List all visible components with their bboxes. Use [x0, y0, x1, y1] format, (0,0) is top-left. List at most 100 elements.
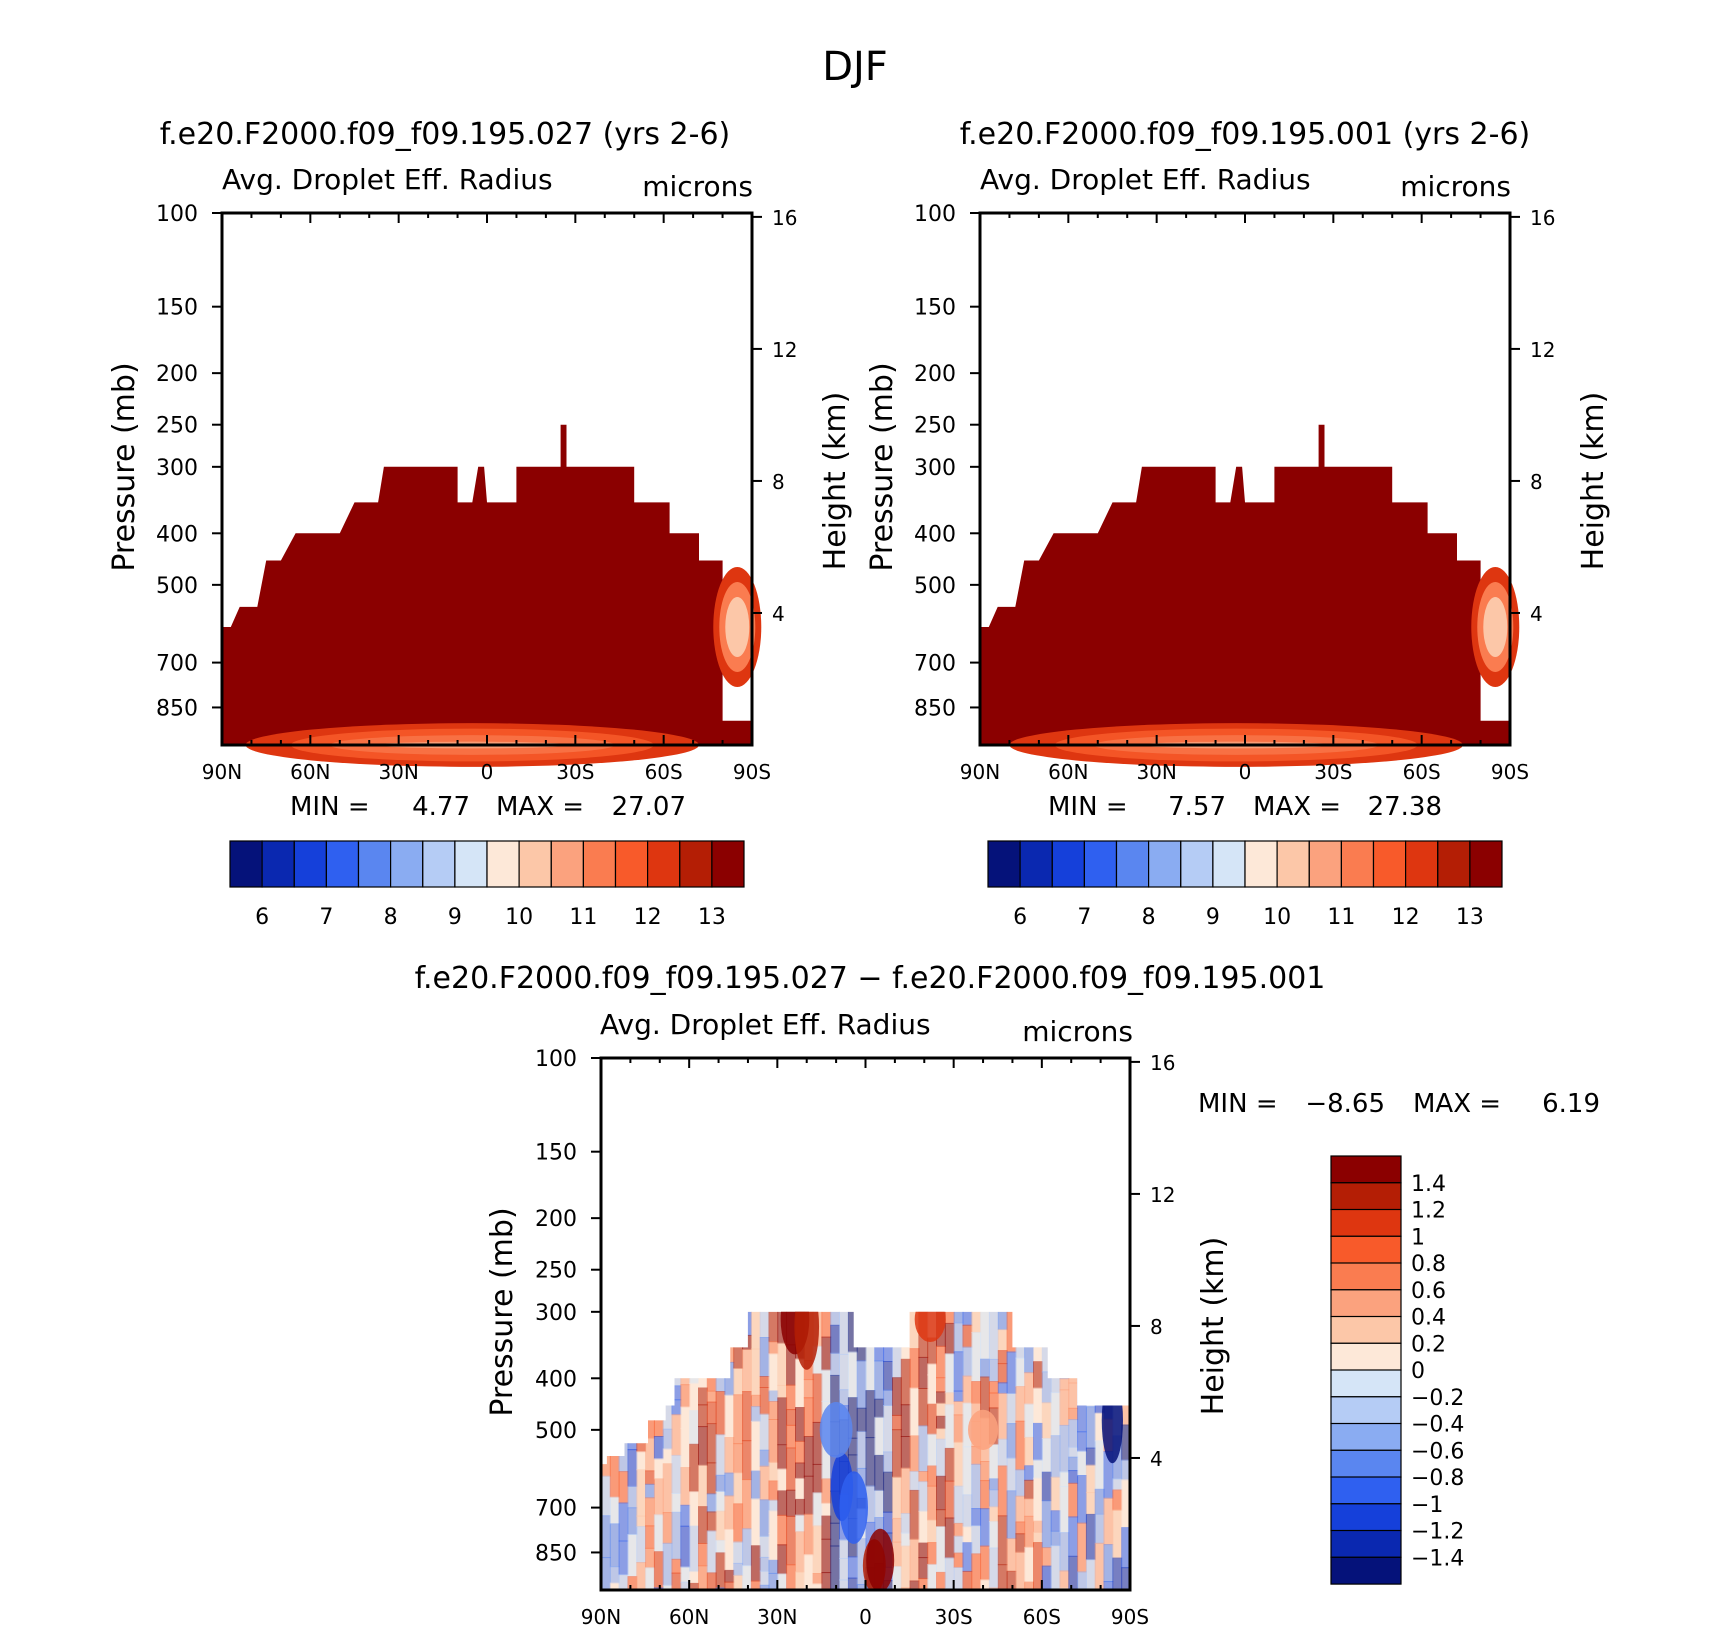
contour-cell	[1077, 1431, 1087, 1452]
contour-cell	[1033, 1542, 1043, 1590]
pressure-tick-label: 200	[914, 362, 956, 387]
contour-cell	[1068, 1382, 1079, 1409]
pressure-tick-label: 700	[535, 1497, 577, 1522]
contour-cell	[609, 1330, 620, 1377]
contour-cell	[1059, 1532, 1070, 1572]
contour-cell	[900, 1587, 911, 1590]
contour-cell	[627, 1311, 638, 1351]
contour-cell	[627, 1375, 638, 1403]
contour-cell	[680, 1504, 691, 1527]
contour-cell	[1112, 1478, 1123, 1491]
contour-cell	[892, 1311, 902, 1332]
contour-cell	[653, 1551, 664, 1589]
contour-cell	[839, 1579, 849, 1590]
contour-cell	[662, 1448, 673, 1465]
contour-cell	[1094, 1542, 1105, 1590]
panel-case-001: f.e20.F2000.f09_f09.195.001 (yrs 2-6) Av…	[865, 117, 1611, 930]
latitude-tick-label: 60S	[1403, 760, 1441, 784]
contour-cell	[733, 1443, 744, 1474]
contour-cell	[980, 1508, 990, 1547]
contour-cell	[768, 1559, 779, 1574]
colorbar-label: 1.2	[1411, 1199, 1446, 1224]
contour-cell	[839, 1353, 849, 1391]
contour-cell	[1068, 1456, 1079, 1472]
contour-cell	[742, 1479, 752, 1530]
contour-cell	[918, 1578, 929, 1590]
contour-cell	[936, 1428, 946, 1440]
contour-cell	[768, 1353, 779, 1392]
contour-cell	[944, 1311, 955, 1324]
contour-cell	[980, 1480, 990, 1510]
contour-cell	[645, 1525, 655, 1549]
contour-cell	[883, 1361, 893, 1391]
contour-cell	[1033, 1387, 1043, 1424]
contour-cell	[777, 1544, 788, 1575]
contour-cell	[750, 1406, 761, 1422]
contour-cell	[715, 1539, 726, 1554]
colorbar-swatch	[1404, 840, 1439, 888]
contour-cell	[609, 1428, 620, 1451]
contour-cell	[777, 1468, 788, 1492]
colorbar-swatch	[711, 840, 745, 888]
contour-cell	[953, 1322, 964, 1353]
contour-cell	[821, 1502, 832, 1517]
height-tick-label: 16	[1530, 206, 1555, 230]
contour-cell	[706, 1462, 717, 1495]
contour-cell	[803, 1436, 814, 1477]
contour-cell	[1068, 1482, 1079, 1518]
contour-cell	[953, 1552, 964, 1568]
contour-cell	[618, 1360, 629, 1402]
contour-cell	[1024, 1311, 1034, 1326]
contour-cell	[821, 1336, 832, 1371]
latitude-tick-label: 30S	[935, 1605, 973, 1629]
contour-cell	[918, 1425, 929, 1472]
contour-cell	[1068, 1348, 1079, 1364]
height-tick-label: 16	[772, 206, 797, 230]
contour-cell	[909, 1387, 920, 1437]
contour-cell	[821, 1538, 832, 1574]
contour-cell	[1033, 1459, 1043, 1479]
colorbar-swatch	[357, 840, 392, 888]
latitude-tick-label: 30N	[378, 760, 418, 784]
contour-cell	[724, 1495, 735, 1530]
pressure-tick-label: 300	[156, 456, 198, 481]
contour-cell	[1103, 1581, 1114, 1590]
contour-cell	[1059, 1330, 1070, 1380]
contour-cell	[900, 1311, 911, 1360]
contour-cell	[1094, 1412, 1105, 1442]
contour-cell	[645, 1437, 655, 1472]
height-tick-label: 8	[772, 470, 785, 494]
contour-cell	[997, 1515, 1008, 1566]
contour-cell	[759, 1556, 770, 1572]
contour-cell	[1050, 1510, 1061, 1532]
contour-cell	[1068, 1311, 1079, 1350]
contour-cell	[1085, 1406, 1096, 1449]
pressure-tick-label: 500	[535, 1419, 577, 1444]
contour-cell	[830, 1352, 840, 1376]
contour-cell	[1006, 1311, 1017, 1353]
contour-cell	[1059, 1587, 1070, 1590]
contour-cell	[795, 1358, 805, 1408]
height-tick-label: 16	[1150, 1051, 1175, 1075]
min-label: MIN =	[290, 792, 370, 822]
height-tick-label: 4	[1150, 1447, 1163, 1471]
colorbar: 6 7 8 9 10 11 12 13	[229, 840, 745, 930]
contour-cell	[909, 1489, 920, 1540]
contour-cell	[1033, 1361, 1043, 1389]
contour-cell	[1121, 1567, 1130, 1590]
contour-cell	[795, 1514, 805, 1533]
contour-cell	[1033, 1311, 1043, 1326]
contour-cell	[839, 1389, 849, 1407]
contour-cell	[733, 1541, 744, 1564]
contour-cell	[715, 1434, 726, 1476]
contour-cell	[856, 1360, 867, 1409]
contour-cell	[1033, 1477, 1043, 1522]
contour-cell	[636, 1421, 647, 1453]
colorbar-label: 0.8	[1411, 1252, 1446, 1277]
contour-cell	[1068, 1516, 1079, 1557]
contour-cell	[892, 1517, 902, 1543]
contour-cell	[936, 1402, 946, 1417]
contour-cell	[953, 1485, 964, 1524]
contour-cell	[671, 1414, 682, 1456]
latitude-tick-label: 90N	[202, 760, 242, 784]
